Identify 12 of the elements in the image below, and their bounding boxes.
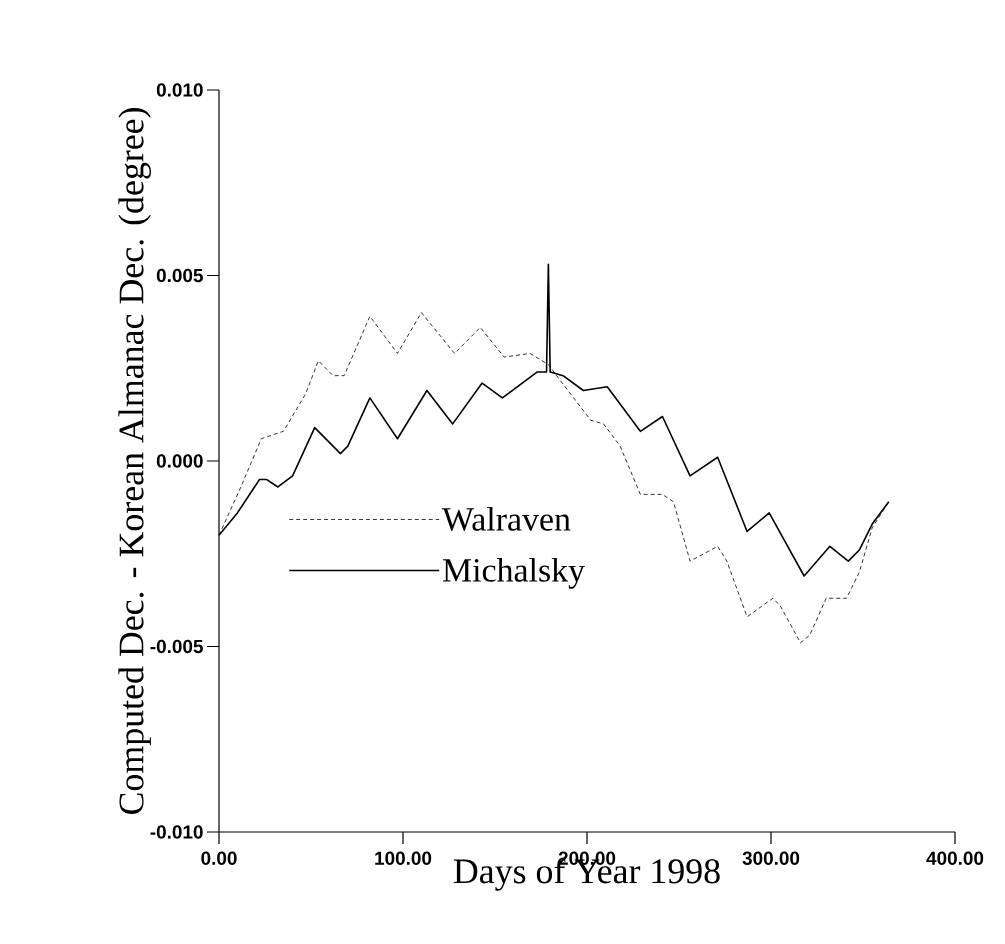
y-tick-label: 0.010 xyxy=(156,83,203,97)
x-tick-label: 100.00 xyxy=(375,851,432,865)
x-tick-label: 0.00 xyxy=(201,851,237,865)
x-tick-label: 400.00 xyxy=(926,851,984,865)
legend-label: Walraven xyxy=(442,506,571,531)
y-tick-label: -0.010 xyxy=(150,825,203,839)
y-tick-label: -0.005 xyxy=(150,639,203,654)
legend-label: Michalsky xyxy=(442,557,585,589)
x-tick-label: 300.00 xyxy=(742,851,800,865)
y-axis-title: Computed Dec. - Korean Almanac Dec. (degree) xyxy=(118,108,151,815)
y-tick-label: 0.000 xyxy=(156,454,203,468)
y-tick-label: 0.005 xyxy=(156,268,203,283)
